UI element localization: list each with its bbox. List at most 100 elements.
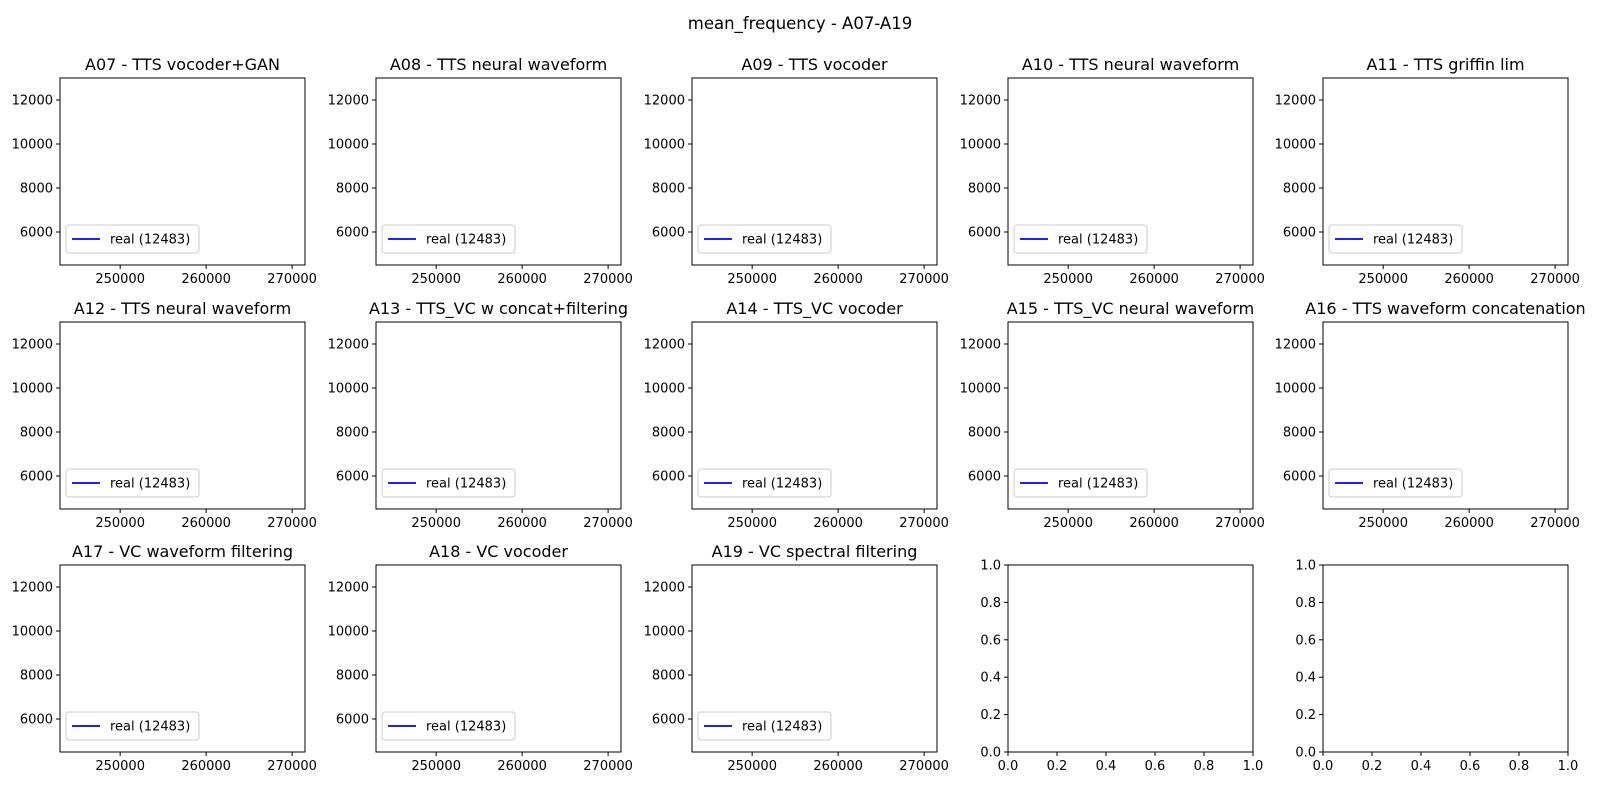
legend-frame bbox=[1013, 224, 1148, 254]
legend: real (12483) bbox=[65, 468, 200, 498]
x-tick-label: 260000 bbox=[813, 516, 863, 531]
y-tick-label: 8000 bbox=[652, 669, 685, 684]
y-tick-label: 0.8 bbox=[1295, 596, 1316, 611]
subplot-3: A09 - TTS vocoder 250000 260000 270000 6000 8… bbox=[644, 55, 949, 287]
y-tick-label: 10000 bbox=[328, 625, 369, 640]
x-tick-label: 250000 bbox=[411, 272, 461, 287]
axes-frame bbox=[375, 321, 622, 510]
axes-frame bbox=[1007, 564, 1254, 753]
axes-frame bbox=[691, 321, 938, 510]
x-tick-label: 0.8 bbox=[1509, 759, 1530, 774]
x-tick-label: 0.2 bbox=[1047, 759, 1068, 774]
legend-frame bbox=[1013, 468, 1148, 498]
x-tick-label: 260000 bbox=[497, 272, 547, 287]
subplot-title: A12 - TTS neural waveform bbox=[74, 299, 291, 318]
x-tick-label: 250000 bbox=[1043, 516, 1093, 531]
x-tick-label: 1.0 bbox=[1243, 759, 1264, 774]
axes-frame bbox=[1007, 321, 1254, 510]
subplot-title: A15 - TTS_VC neural waveform bbox=[1007, 299, 1254, 319]
legend-frame bbox=[381, 224, 516, 254]
y-tick-label: 6000 bbox=[968, 470, 1001, 485]
y-tick-label: 0.6 bbox=[1295, 633, 1316, 648]
y-tick-label: 6000 bbox=[336, 226, 369, 241]
legend: real (12483) bbox=[65, 711, 200, 741]
y-tick-label: 12000 bbox=[960, 338, 1001, 353]
y-tick-label: 8000 bbox=[1283, 182, 1316, 197]
legend-label: real (12483) bbox=[742, 720, 822, 735]
subplot-title: A07 - TTS vocoder+GAN bbox=[85, 55, 280, 74]
y-tick-label: 12000 bbox=[328, 94, 369, 109]
subplot-grid: A07 - TTS vocoder+GAN 250000 260000 270000 6… bbox=[12, 55, 1586, 774]
x-tick-label: 250000 bbox=[727, 516, 777, 531]
y-tick-label: 10000 bbox=[1275, 138, 1316, 153]
x-tick-label: 250000 bbox=[1358, 272, 1408, 287]
x-tick-label: 250000 bbox=[95, 272, 145, 287]
legend-label: real (12483) bbox=[110, 720, 190, 735]
x-tick-label: 250000 bbox=[1043, 272, 1093, 287]
x-tick-label: 250000 bbox=[95, 516, 145, 531]
subplot-title: A18 - VC vocoder bbox=[429, 542, 568, 561]
y-tick-label: 6000 bbox=[968, 226, 1001, 241]
subplot-10: A16 - TTS waveform concatenation 250000 26… bbox=[1275, 299, 1586, 531]
axes-frame bbox=[691, 77, 938, 266]
legend-label: real (12483) bbox=[426, 720, 506, 735]
y-tick-label: 10000 bbox=[328, 382, 369, 397]
subplot-6: A12 - TTS neural waveform 250000 260000 270… bbox=[12, 299, 317, 531]
legend-label: real (12483) bbox=[110, 477, 190, 492]
legend-frame bbox=[381, 468, 516, 498]
axes-frame bbox=[375, 77, 622, 266]
subplot-8: A14 - TTS_VC vocoder 250000 260000 270000 60… bbox=[644, 299, 949, 531]
legend: real (12483) bbox=[381, 224, 516, 254]
legend: real (12483) bbox=[697, 711, 832, 741]
y-tick-label: 6000 bbox=[20, 226, 53, 241]
x-tick-label: 270000 bbox=[1530, 272, 1580, 287]
y-tick-label: 8000 bbox=[20, 182, 53, 197]
x-tick-label: 250000 bbox=[1358, 516, 1408, 531]
subplot-15: 0.0 0.2 0.4 0.6 0.8 1.0 0.0 0.2 0.4 0.6 0.8 1.0 bbox=[1295, 559, 1578, 775]
y-tick-label: 12000 bbox=[12, 94, 53, 109]
axes-frame bbox=[375, 564, 622, 753]
subplot-title: A08 - TTS neural waveform bbox=[390, 55, 607, 74]
axes-frame bbox=[59, 77, 306, 266]
y-tick-label: 12000 bbox=[1275, 94, 1316, 109]
x-tick-label: 270000 bbox=[583, 272, 633, 287]
legend-frame bbox=[1328, 468, 1463, 498]
y-tick-label: 10000 bbox=[1275, 382, 1316, 397]
subplot-title: A10 - TTS neural waveform bbox=[1022, 55, 1239, 74]
x-tick-label: 250000 bbox=[411, 759, 461, 774]
y-tick-label: 12000 bbox=[1275, 338, 1316, 353]
legend: real (12483) bbox=[1013, 468, 1148, 498]
legend: real (12483) bbox=[1328, 468, 1463, 498]
subplot-4: A10 - TTS neural waveform 250000 260000 270… bbox=[960, 55, 1265, 287]
x-tick-label: 270000 bbox=[267, 759, 317, 774]
y-tick-label: 10000 bbox=[12, 382, 53, 397]
x-tick-label: 270000 bbox=[583, 516, 633, 531]
y-tick-label: 0.6 bbox=[980, 633, 1001, 648]
y-tick-label: 8000 bbox=[652, 426, 685, 441]
legend-label: real (12483) bbox=[1373, 233, 1453, 248]
subplot-1: A07 - TTS vocoder+GAN 250000 260000 270000 6… bbox=[12, 55, 317, 287]
y-tick-label: 8000 bbox=[652, 182, 685, 197]
legend-label: real (12483) bbox=[1058, 233, 1138, 248]
axes-frame bbox=[1322, 321, 1569, 510]
axes-frame bbox=[59, 564, 306, 753]
subplot-9: A15 - TTS_VC neural waveform 250000 260000… bbox=[960, 299, 1265, 531]
subplot-title: A14 - TTS_VC vocoder bbox=[726, 299, 903, 319]
legend-frame bbox=[697, 468, 832, 498]
y-tick-label: 12000 bbox=[328, 581, 369, 596]
y-tick-label: 12000 bbox=[644, 338, 685, 353]
y-tick-label: 10000 bbox=[12, 138, 53, 153]
y-tick-label: 6000 bbox=[1283, 226, 1316, 241]
x-tick-label: 0.6 bbox=[1145, 759, 1166, 774]
x-tick-label: 250000 bbox=[95, 759, 145, 774]
x-tick-label: 0.4 bbox=[1411, 759, 1432, 774]
y-tick-label: 10000 bbox=[960, 382, 1001, 397]
subplot-14: 0.0 0.2 0.4 0.6 0.8 1.0 0.0 0.2 0.4 0.6 0.8 1.0 bbox=[980, 559, 1263, 775]
x-tick-label: 270000 bbox=[1530, 516, 1580, 531]
x-tick-label: 250000 bbox=[727, 272, 777, 287]
x-tick-label: 1.0 bbox=[1558, 759, 1579, 774]
x-tick-label: 260000 bbox=[181, 272, 231, 287]
legend-frame bbox=[65, 468, 200, 498]
x-tick-label: 270000 bbox=[583, 759, 633, 774]
